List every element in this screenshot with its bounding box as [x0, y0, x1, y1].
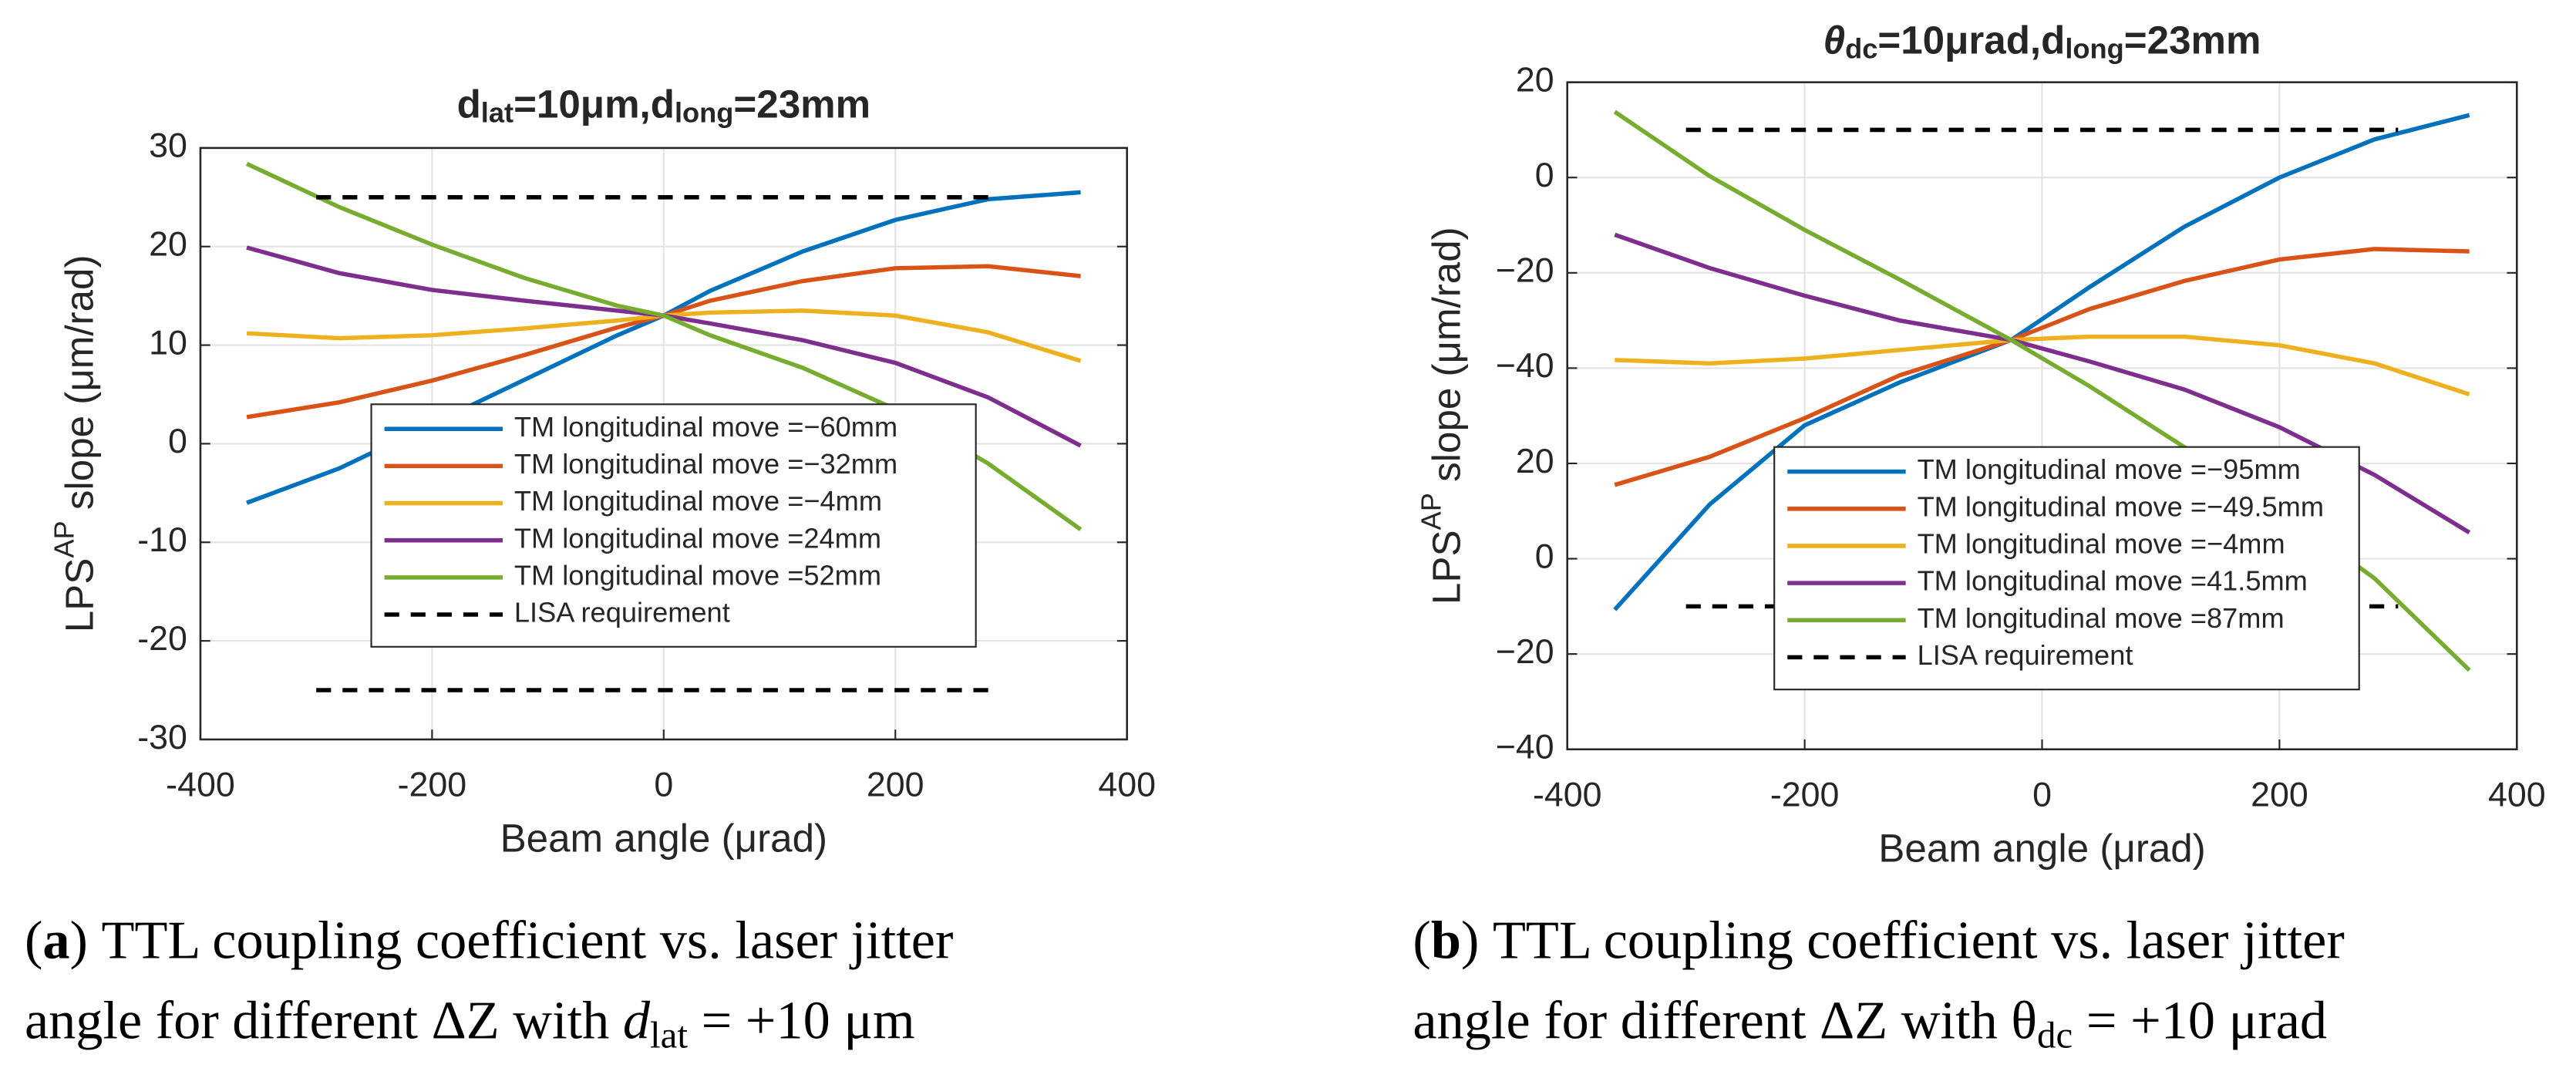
legend-label: TM longitudinal move =−60mm — [514, 411, 897, 443]
legend-label: TM longitudinal move =−4mm — [1918, 528, 2285, 560]
x-tick-label: 400 — [2488, 775, 2546, 814]
y-label-part: LPS — [57, 558, 101, 633]
caption-subscript: dc — [2037, 1014, 2073, 1056]
caption-text: TTL coupling coefficient vs. laser jitte… — [102, 910, 954, 970]
y-tick-label: 0 — [168, 422, 187, 460]
y-axis-label: LPSAP slope (μm/rad) — [49, 255, 101, 633]
y-tick-label: 0 — [1535, 537, 1554, 575]
legend-label: TM longitudinal move =−95mm — [1918, 453, 2301, 485]
caption-label: b — [1431, 910, 1461, 970]
caption-paren: ) — [70, 910, 102, 970]
y-tick-label: 30 — [149, 126, 187, 165]
title-part: θ — [1823, 18, 1846, 62]
series-line — [1614, 247, 2470, 487]
y-label-part: LPS — [1424, 530, 1468, 605]
title-subscript: dc — [1845, 33, 1877, 65]
y-tick-label: 10 — [149, 323, 187, 362]
y-tick-label: 20 — [1516, 442, 1554, 480]
caption-text: angle for different ΔZ with — [1413, 991, 2011, 1051]
y-axis-label: LPSAP slope (μm/rad) — [1415, 227, 1467, 605]
legend-label: TM longitudinal move =−4mm — [514, 485, 882, 517]
caption-line: angle for different ΔZ with θdc = +10 μr… — [1413, 991, 2327, 1056]
x-axis-label: Beam angle (μrad) — [500, 817, 827, 861]
x-tick-label: 200 — [867, 766, 924, 804]
caption-text: = +10 μrad — [2073, 991, 2327, 1051]
y-tick-label: 20 — [1516, 60, 1554, 99]
caption-text: = +10 μm — [688, 991, 915, 1051]
caption-line: (a) TTL coupling coefficient vs. laser j… — [25, 910, 953, 970]
chart-title: θdc=10μrad,dlong=23mm — [1823, 18, 2261, 65]
x-tick-label: -200 — [1770, 775, 1840, 814]
axes-box — [1566, 81, 2518, 751]
x-tick-label: 200 — [2251, 775, 2308, 814]
chart-title: dlat=10μm,dlong=23mm — [457, 82, 871, 129]
y-tick-label: −20 — [1496, 251, 1554, 290]
caption-text: TTL coupling coefficient vs. laser jitte… — [1493, 910, 2345, 970]
caption-paren: ( — [1413, 910, 1430, 970]
legend-label: LISA requirement — [514, 597, 730, 628]
caption-line: (b) TTL coupling coefficient vs. laser j… — [1413, 910, 2344, 970]
caption-line: angle for different ΔZ with dlat = +10 μ… — [25, 991, 915, 1056]
y-tick-label: −20 — [1496, 632, 1554, 671]
caption-subscript: lat — [650, 1014, 688, 1056]
axes-box — [199, 147, 1128, 741]
y-tick-label: -10 — [137, 520, 187, 559]
series-line — [1613, 113, 2470, 611]
legend-box — [370, 403, 977, 648]
y-label-superscript: AP — [1415, 493, 1446, 530]
y-tick-label: -20 — [137, 619, 187, 658]
title-part: d — [457, 82, 481, 126]
legend-label: TM longitudinal move =52mm — [514, 559, 881, 591]
title-part: =23mm — [733, 82, 870, 126]
x-tick-label: -400 — [166, 766, 235, 804]
legend-label: LISA requirement — [1918, 639, 2133, 671]
caption-paren: ( — [25, 910, 42, 970]
title-subscript: long — [2065, 33, 2123, 65]
y-tick-label: −40 — [1496, 728, 1554, 766]
title-part: =23mm — [2124, 18, 2261, 62]
x-tick-label: 0 — [2032, 775, 2052, 814]
title-part: =10μm,d — [514, 82, 675, 126]
x-tick-label: -400 — [1533, 775, 1602, 814]
caption-symbol: d — [623, 991, 651, 1051]
y-tick-label: 0 — [1535, 156, 1554, 194]
y-label-superscript: AP — [49, 520, 80, 558]
y-tick-label: 20 — [149, 225, 187, 264]
caption-symbol: θ — [2011, 991, 2037, 1051]
caption-text: angle for different ΔZ with — [25, 991, 623, 1051]
y-label-part: slope (μm/rad) — [1424, 227, 1468, 493]
x-tick-label: 400 — [1098, 766, 1156, 804]
legend-label: TM longitudinal move =24mm — [514, 522, 881, 554]
x-tick-label: -200 — [398, 766, 467, 804]
series-line — [316, 195, 1000, 692]
series-line — [1615, 334, 2470, 397]
x-tick-label: 0 — [654, 766, 673, 804]
title-part: =10μrad,d — [1877, 18, 2065, 62]
y-label-part: slope (μm/rad) — [57, 255, 101, 521]
legend-label: TM longitudinal move =87mm — [1918, 602, 2285, 634]
y-tick-label: −40 — [1496, 346, 1554, 385]
title-subscript: lat — [481, 97, 514, 129]
title-subscript: long — [675, 97, 733, 129]
legend-label: TM longitudinal move =−32mm — [514, 448, 897, 480]
y-tick-label: -30 — [137, 718, 187, 756]
x-axis-label: Beam angle (μrad) — [1878, 826, 2205, 870]
legend-label: TM longitudinal move =41.5mm — [1918, 565, 2308, 597]
caption-paren: ) — [1461, 910, 1493, 970]
legend-box — [1773, 446, 2360, 691]
caption-label: a — [42, 910, 69, 970]
legend-label: TM longitudinal move =−49.5mm — [1918, 490, 2324, 522]
